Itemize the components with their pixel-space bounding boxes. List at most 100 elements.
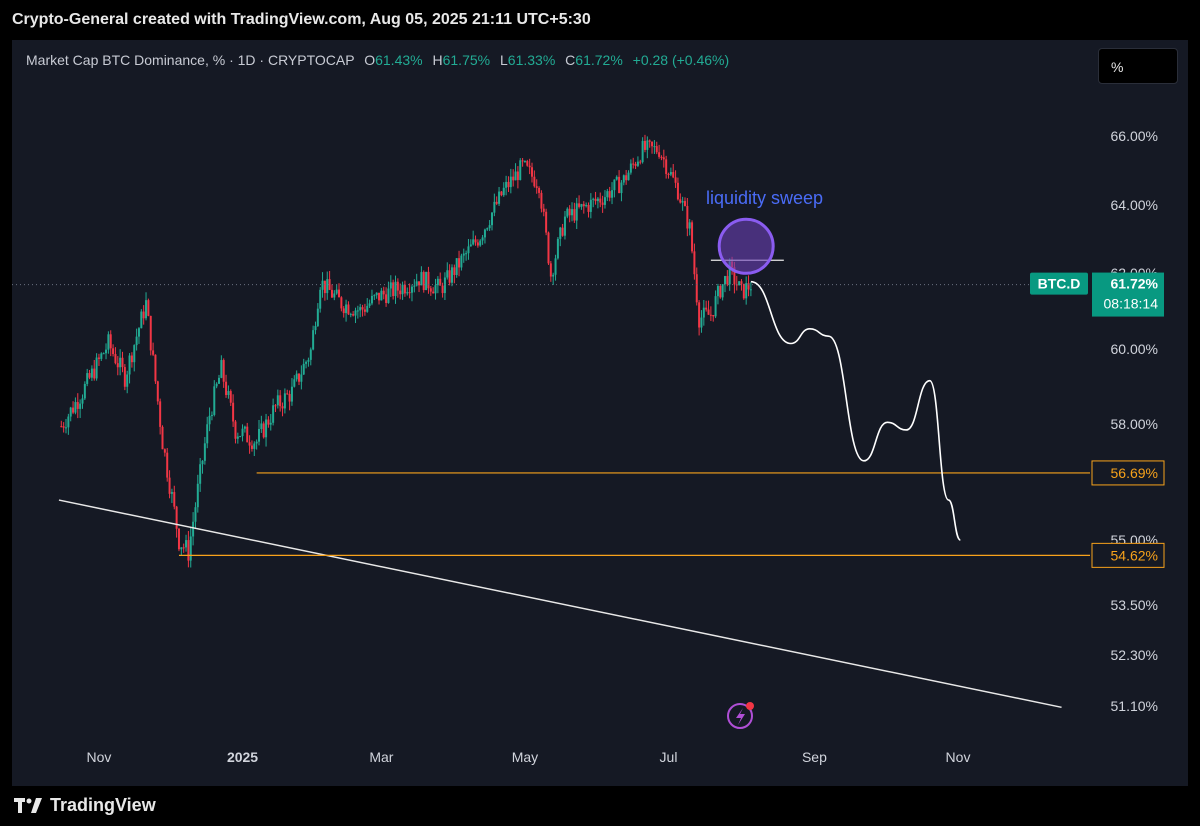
symbol-badge [1030,272,1088,295]
candle-body [502,187,505,196]
candle-body [69,407,72,417]
candle-body [307,359,310,362]
candle-body [568,208,571,216]
y-tick-label: 51.10% [1111,698,1158,714]
candle-body [719,286,722,298]
candle-body [147,300,150,316]
candle-body [385,294,388,303]
candle-body [566,208,569,217]
candle-body [279,395,282,407]
candle-body [434,285,437,294]
candle-body [618,176,621,194]
candle-body [272,405,275,423]
candle-body [236,436,239,439]
candle-body [319,289,322,309]
candle-body [187,540,190,561]
candle-body [347,304,350,315]
candle-body [123,367,126,387]
candle-body [601,202,604,205]
candle-body [196,483,199,508]
candle-body [733,267,736,285]
candle-body [410,286,413,293]
candle-body [651,141,654,147]
candle-body [533,176,536,187]
candle-body [571,209,574,216]
candle-body [747,283,750,290]
candle-body [613,179,616,191]
candle-body [368,303,371,306]
candle-body [326,279,329,294]
candle-body [634,163,637,166]
candle-body [260,423,263,430]
candle-body [658,152,661,157]
candle-body [625,175,628,181]
candle-body [241,428,244,437]
candle-body [140,311,143,329]
candle-body [258,429,260,442]
candle-body [526,161,529,166]
candle-body [726,276,729,285]
candle-body [356,310,359,312]
candle-body [373,295,376,297]
price-chart[interactable]: 66.00%64.00%62.00%60.00%58.00%55.00%53.5… [12,40,1188,786]
candle-body [182,547,185,549]
candle-body [394,281,397,297]
candle-body [646,140,649,150]
candle-body [76,402,79,409]
candle-body [636,161,639,166]
candle-body [707,309,710,315]
candle-body [472,239,475,245]
candle-body [276,395,279,406]
candle-body [333,293,336,298]
low-value: 61.33% [507,52,556,68]
candle-body [674,177,677,183]
candle-body [554,258,557,275]
high-value: 61.75% [442,52,491,68]
alert-ring [727,703,753,729]
tradingview-logo[interactable]: TradingView [14,795,156,816]
candle-body [133,345,136,363]
candle-body [323,280,326,294]
candle-body [702,307,705,318]
candle-body [335,289,338,294]
candle-body [352,314,355,316]
open-value: 61.43% [375,52,423,68]
candle-body [345,304,348,314]
candle-body [109,334,112,349]
candle-body [213,386,216,415]
high-label: H [432,52,443,68]
x-tick-label: 2025 [227,749,258,765]
scale-percent-button[interactable]: % [1098,48,1178,84]
candle-body [163,449,166,453]
candle-body [152,350,155,355]
candle-body [585,205,588,207]
candle-body [495,201,498,204]
candle-body [189,536,192,561]
candle-body [121,357,124,368]
candle-body [686,205,689,229]
candle-body [142,311,145,319]
chart-panel[interactable]: Market Cap BTC Dominance, % · 1D · CRYPT… [12,40,1188,786]
y-tick-label: 58.00% [1111,416,1158,432]
candle-body [556,238,559,259]
candle-body [519,160,522,180]
candle-body [161,426,164,450]
last-price-badge [1092,272,1164,317]
candle-body [382,290,385,295]
candle-body [93,368,96,379]
lightning-alert-icon [727,702,754,729]
open-label: O [364,52,376,68]
candle-body [229,391,232,403]
x-tick-label: Mar [369,749,393,765]
candle-body [629,163,632,173]
candle-body [603,197,606,205]
candle-body [406,292,409,294]
candle-body [422,272,425,291]
candle-body [745,283,748,299]
candle-body [643,140,646,150]
candle-body [283,393,286,409]
candles [60,134,752,568]
candle-body [288,393,291,402]
candle-body [582,204,585,207]
candle-body [695,274,698,303]
